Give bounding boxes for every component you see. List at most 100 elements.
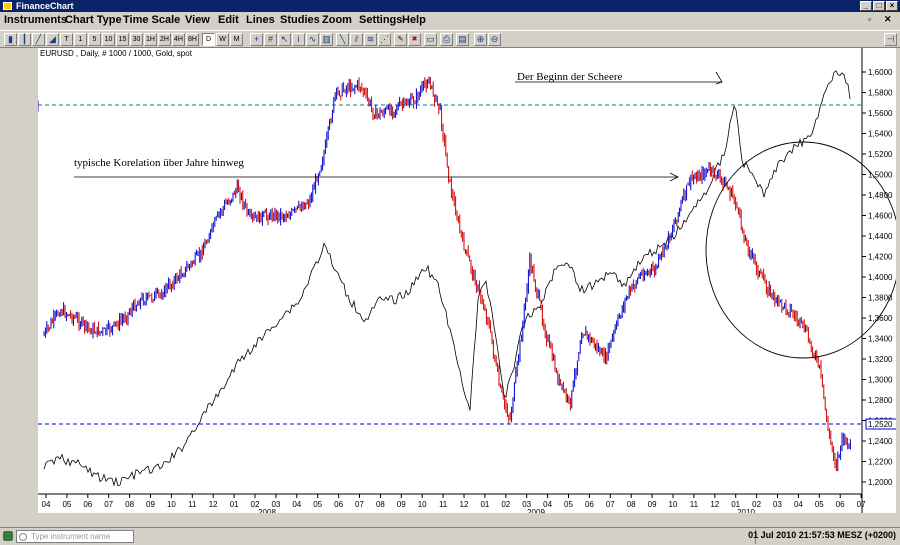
indicator-icon[interactable]: ∿ [306,33,319,46]
minimize-button[interactable]: _ [860,1,872,11]
right-axis-tick: 1,4600 [868,212,893,221]
instrument-search-input[interactable]: Type instrument name [16,530,134,543]
month-label: 02 [752,500,761,509]
month-label: 12 [209,500,218,509]
crosshair-icon[interactable]: + [250,33,263,46]
year-label: 2008 [258,508,276,513]
status-bar: Type instrument name 01 Jul 2010 21:57:5… [0,527,900,545]
right-axis-tick: 1,3000 [868,376,893,385]
right-axis-tick: 1,4200 [868,253,893,262]
menu-studies[interactable]: Studies [280,14,320,26]
close-chart-icon[interactable]: ✕ [884,14,892,24]
save-icon[interactable]: ▭ [424,33,437,46]
right-axis-tick: 1,2000 [868,478,893,487]
maximize-button[interactable]: □ [873,1,885,11]
month-label: 06 [585,500,594,509]
scissors-arrow-head [715,71,723,85]
right-axis-tick: 1,4800 [868,191,893,200]
print-icon[interactable]: ⎙ [440,33,453,46]
month-label: 11 [188,500,197,509]
template-icon[interactable]: ▤ [456,33,469,46]
tf-w[interactable]: W [216,33,229,46]
month-label: 03 [773,500,782,509]
right-axis-tick: 1,4400 [868,232,893,241]
area-chart-icon[interactable]: ◢ [46,33,59,46]
menu-help[interactable]: Help [402,14,426,26]
month-label: 05 [815,500,824,509]
menu-instruments[interactable]: Instruments [4,14,67,26]
tf-5[interactable]: 5 [88,33,101,46]
restore-icon[interactable]: ▫ [868,14,872,24]
month-label: 06 [836,500,845,509]
app-icon [3,2,12,10]
month-label: 09 [648,500,657,509]
month-label: 04 [543,500,552,509]
volume-icon[interactable]: ▥ [320,33,333,46]
month-label: 07 [857,500,866,509]
month-label: 10 [669,500,678,509]
axes-layer: 1.250,001.225,001.200,001.175,001.150,00… [42,68,893,513]
tf-10[interactable]: 10 [102,33,115,46]
correlation-annotation: typische Korelation über Jahre hinweg [74,157,244,169]
eurusd-bars [43,76,851,472]
pencil-icon[interactable]: ✎ [394,33,407,46]
month-label: 10 [167,500,176,509]
right-axis-tick: 1,3400 [868,335,893,344]
tf-1[interactable]: 1 [74,33,87,46]
line-series-path [43,70,851,487]
tf-8h[interactable]: 8H [186,33,199,46]
right-axis-tick: 1,5000 [868,171,893,180]
cursor-icon[interactable]: ↖ [278,33,291,46]
candle-icon[interactable]: ┃ [18,33,31,46]
menu-settings[interactable]: Settings [359,14,403,26]
month-label: 05 [62,500,71,509]
tf-m[interactable]: M [230,33,243,46]
year-label: 2009 [527,508,545,513]
right-axis-tick: 1,2800 [868,396,893,405]
zoom-in-icon[interactable]: ⊕ [474,33,487,46]
menu-view[interactable]: View [185,14,210,26]
month-label: 10 [418,500,427,509]
menu-edit[interactable]: Edit [218,14,239,26]
pin-toolbar-icon[interactable]: ⊣ [884,33,897,46]
draw-line-icon[interactable]: ╲ [336,33,349,46]
info-icon[interactable]: i [292,33,305,46]
window-title: FinanceChart [16,1,74,11]
price-chart[interactable]: 1.250,001.225,001.200,001.175,001.150,00… [38,48,896,513]
month-label: 07 [104,500,113,509]
tf-2h[interactable]: 2H [158,33,171,46]
draw-fan-icon[interactable]: ⋰ [378,33,391,46]
menu-chart-type[interactable]: Chart Type [65,14,122,26]
tool-t-icon[interactable]: T [60,33,73,46]
menu-zoom[interactable]: Zoom [322,14,352,26]
right-axis-tick: 1,6000 [868,68,893,77]
month-label: 12 [710,500,719,509]
right-axis-tick: 1,5200 [868,150,893,159]
draw-channel-icon[interactable]: ⫽ [350,33,363,46]
tf-4h[interactable]: 4H [172,33,185,46]
close-button[interactable]: × [886,1,898,11]
price-markers: 1.198,301,2520 [38,100,896,430]
tf-1h[interactable]: 1H [144,33,157,46]
correlation-arrow-head [669,172,679,182]
menu-time-scale[interactable]: Time Scale [123,14,181,26]
month-label: 08 [125,500,134,509]
scissors-annotation: Der Beginn der Scheere [517,71,622,83]
delete-drawings-icon[interactable]: ✖ [408,33,421,46]
tf-d[interactable]: D [202,33,215,46]
draw-fibo-icon[interactable]: ≋ [364,33,377,46]
tf-15[interactable]: 15 [116,33,129,46]
instrument-icon [3,531,13,541]
right-axis-tick: 1,3200 [868,355,893,364]
line-chart-icon[interactable]: ╱ [32,33,45,46]
year-label: 2010 [737,508,755,513]
menu-lines[interactable]: Lines [246,14,275,26]
tf-30[interactable]: 30 [130,33,143,46]
grid-icon[interactable]: # [264,33,277,46]
instrument-label: EURUSD , Daily, # 1000 / 1000, Gold, spo… [40,49,192,58]
month-label: 03 [522,500,531,509]
chart-bars-icon[interactable]: ▮ [4,33,17,46]
right-axis-tick: 1,5800 [868,89,893,98]
zoom-out-icon[interactable]: ⊖ [488,33,501,46]
right-axis-tick: 1,3800 [868,294,893,303]
